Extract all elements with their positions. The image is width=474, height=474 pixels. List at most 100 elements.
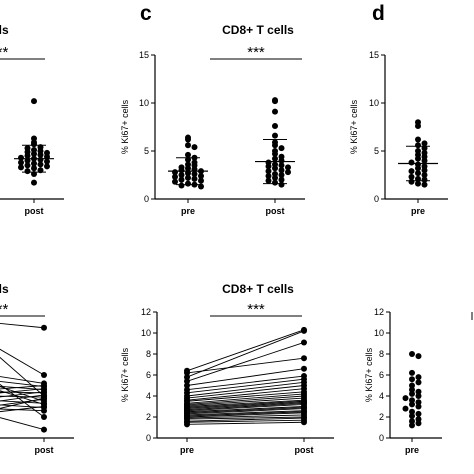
data-point bbox=[41, 324, 47, 331]
y-tick-label: 2 bbox=[146, 412, 151, 422]
panel-b-paired-partial: post T cells ** bbox=[0, 282, 74, 455]
paired-line bbox=[186, 416, 305, 420]
data-point bbox=[421, 172, 428, 178]
data-point bbox=[178, 182, 185, 189]
data-point bbox=[278, 176, 285, 183]
x-tick-label: post bbox=[35, 445, 54, 455]
paired-line bbox=[186, 385, 305, 399]
y-tick-label: 0 bbox=[144, 194, 149, 204]
data-point bbox=[265, 172, 272, 179]
data-point bbox=[301, 419, 307, 426]
data-point bbox=[415, 403, 422, 410]
paired-line bbox=[186, 391, 305, 402]
data-point bbox=[278, 181, 285, 188]
paired-line bbox=[186, 414, 305, 419]
paired-line bbox=[0, 404, 45, 408]
y-tick-label: 8 bbox=[379, 349, 384, 359]
paired-line bbox=[0, 406, 45, 413]
data-point bbox=[184, 374, 190, 381]
data-point bbox=[415, 399, 422, 406]
paired-line bbox=[186, 406, 305, 413]
data-point bbox=[421, 176, 428, 183]
data-point bbox=[41, 372, 47, 378]
data-point bbox=[278, 162, 285, 169]
paired-line bbox=[186, 403, 305, 412]
paired-line bbox=[186, 329, 305, 372]
data-point bbox=[184, 378, 190, 385]
y-tick-label: 2 bbox=[379, 412, 384, 422]
data-point bbox=[184, 369, 190, 376]
significance-label: *** bbox=[247, 44, 265, 61]
data-point bbox=[265, 168, 272, 175]
data-point bbox=[172, 178, 178, 185]
y-tick-label: 5 bbox=[144, 146, 149, 156]
x-tick-label: pre bbox=[181, 206, 195, 216]
paired-line bbox=[186, 401, 305, 410]
paired-line bbox=[0, 390, 45, 405]
y-tick-label: 5 bbox=[374, 146, 379, 156]
data-point bbox=[415, 142, 421, 149]
paired-line bbox=[186, 368, 305, 386]
y-axis-label: % Ki67+ cells bbox=[120, 99, 130, 154]
paired-line bbox=[0, 417, 45, 431]
paired-line bbox=[186, 342, 305, 382]
data-point bbox=[31, 179, 37, 186]
y-tick-label: 6 bbox=[146, 370, 151, 380]
x-tick-label: pre bbox=[411, 206, 425, 216]
data-point bbox=[409, 386, 415, 393]
data-point bbox=[415, 379, 422, 386]
data-point bbox=[415, 388, 422, 395]
data-point bbox=[37, 161, 44, 168]
data-point bbox=[41, 395, 47, 402]
data-point bbox=[41, 407, 47, 414]
data-point bbox=[191, 171, 198, 178]
data-point bbox=[421, 181, 428, 188]
data-point bbox=[408, 178, 415, 185]
paired-line bbox=[186, 378, 305, 394]
paired-line bbox=[186, 397, 305, 406]
y-tick-label: 10 bbox=[141, 328, 151, 338]
data-point bbox=[409, 418, 415, 425]
chart-title: T cells bbox=[0, 282, 9, 296]
paired-line bbox=[186, 417, 305, 422]
data-point bbox=[415, 136, 421, 143]
data-point bbox=[191, 144, 198, 151]
chart-title: T cells bbox=[0, 23, 9, 37]
data-point bbox=[278, 172, 285, 178]
paired-line bbox=[0, 391, 45, 398]
data-point bbox=[41, 426, 47, 433]
paired-line bbox=[186, 410, 305, 416]
paired-line bbox=[0, 400, 45, 404]
data-point bbox=[44, 163, 50, 170]
paired-line bbox=[186, 393, 305, 404]
data-point bbox=[31, 141, 37, 148]
x-tick-label: pre bbox=[405, 445, 419, 455]
data-point bbox=[409, 397, 415, 404]
data-point bbox=[285, 169, 291, 176]
x-tick-label: pre bbox=[180, 445, 194, 455]
data-point bbox=[41, 403, 47, 410]
data-point bbox=[198, 177, 204, 184]
paired-line bbox=[186, 412, 305, 418]
data-point bbox=[409, 390, 415, 397]
y-tick-label: 0 bbox=[374, 194, 379, 204]
data-point bbox=[278, 167, 285, 174]
data-point bbox=[408, 173, 415, 180]
data-point bbox=[301, 339, 307, 346]
data-point bbox=[409, 412, 415, 419]
data-point bbox=[18, 159, 24, 166]
x-tick-label: post bbox=[266, 206, 285, 216]
data-point bbox=[18, 164, 24, 171]
data-point bbox=[41, 414, 47, 420]
data-point bbox=[409, 376, 415, 383]
data-point bbox=[409, 369, 415, 376]
paired-line bbox=[0, 380, 45, 387]
paired-line bbox=[186, 421, 305, 425]
panel-c-paired: 0 2 4 6 8 10 12 % Ki67+ cells pre post CD8+ T cell… bbox=[120, 282, 334, 455]
y-tick-label: 0 bbox=[146, 433, 151, 443]
data-point bbox=[184, 382, 190, 389]
data-point bbox=[415, 420, 422, 427]
panel-b-scatter-partial: post T cells ** bbox=[0, 23, 64, 216]
figure-root: c d post T cells ** 0 5 10 15 % Ki67+ cells pre pos… bbox=[0, 2, 473, 455]
